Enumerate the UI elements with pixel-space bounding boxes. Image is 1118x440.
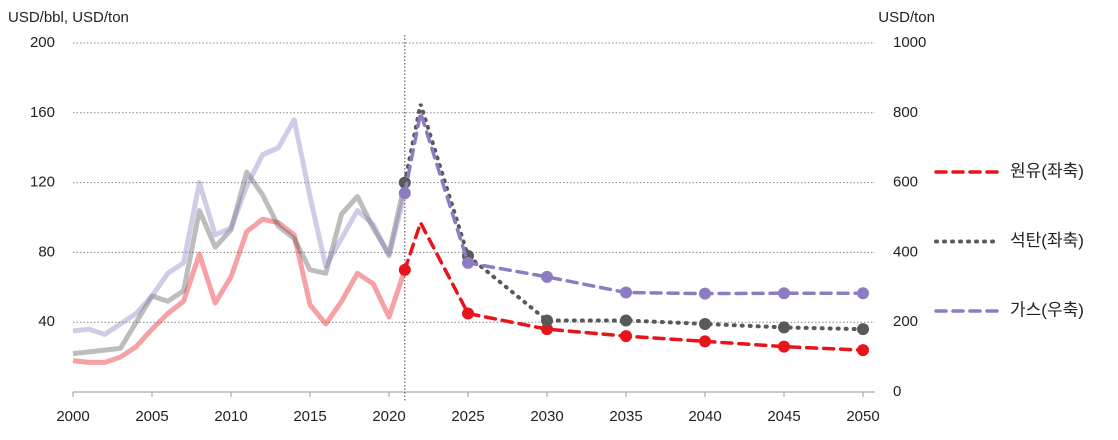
data-point	[857, 323, 869, 336]
x-tick-label: 2040	[688, 408, 721, 425]
y-tick-label: 120	[30, 174, 55, 191]
legend-text: 가스(우축)	[1010, 300, 1084, 319]
forecast-line	[403, 218, 865, 352]
x-tick-label: 2000	[56, 408, 89, 425]
x-tick-label: 2045	[767, 408, 800, 425]
x-tick-label: 2015	[293, 408, 326, 425]
x-tick-label: 2005	[135, 408, 168, 425]
y2-tick-label: 200	[893, 313, 918, 330]
x-tick-label: 2010	[214, 408, 247, 425]
forecast-line	[402, 103, 865, 332]
y-tick-label: 40	[38, 313, 55, 330]
data-point	[857, 287, 869, 300]
data-point	[398, 263, 411, 276]
legend-text: 석탄(좌축)	[1010, 231, 1084, 250]
data-point	[699, 317, 711, 330]
data-point	[462, 256, 474, 269]
data-point	[778, 287, 790, 300]
history-line	[72, 117, 408, 337]
data-point	[620, 330, 632, 343]
data-point	[541, 314, 553, 327]
data-point	[541, 270, 553, 283]
history-line	[72, 216, 408, 365]
y-tick-label: 80	[38, 243, 55, 260]
y2-axis-title: USD/ton	[878, 9, 935, 26]
data-point	[778, 321, 790, 334]
x-tick-label: 2025	[451, 408, 484, 425]
x-tick-label: 2035	[609, 408, 642, 425]
data-point	[462, 307, 474, 320]
x-tick-label: 2030	[530, 408, 563, 425]
y2-tick-label: 400	[893, 243, 918, 260]
history-line	[72, 169, 408, 357]
data-point	[778, 340, 790, 353]
legend-text: 원유(좌축)	[1010, 161, 1084, 180]
data-point	[699, 335, 711, 348]
x-tick-label: 2050	[846, 408, 879, 425]
x-tick-label: 2020	[372, 408, 405, 425]
data-point	[541, 323, 553, 336]
data-point	[699, 287, 711, 300]
y-tick-label: 200	[30, 34, 55, 51]
y2-tick-label: 0	[893, 383, 901, 400]
data-point	[398, 187, 411, 200]
y-tick-label: 160	[30, 104, 55, 121]
y2-tick-label: 600	[893, 174, 918, 191]
data-point	[857, 344, 869, 357]
data-point	[620, 314, 632, 327]
y-axis-title: USD/bbl, USD/ton	[8, 9, 129, 26]
y2-tick-label: 1000	[893, 34, 926, 51]
data-point	[620, 286, 632, 299]
y2-tick-label: 800	[893, 104, 918, 121]
forecast-line	[403, 112, 865, 296]
